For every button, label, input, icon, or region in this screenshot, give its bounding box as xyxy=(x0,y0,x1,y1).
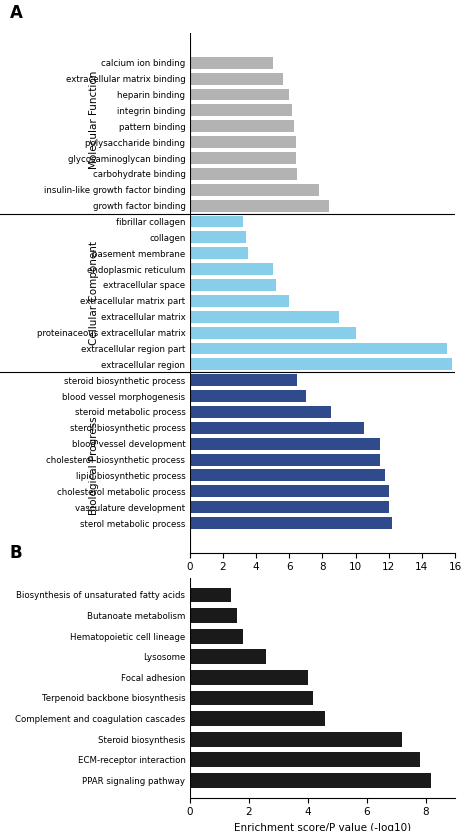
Bar xyxy=(190,773,431,788)
Bar xyxy=(190,358,452,371)
X-axis label: Enrichment score/P value (-log10): Enrichment score/P value (-log10) xyxy=(234,823,411,831)
Bar xyxy=(190,517,392,529)
Bar xyxy=(190,629,243,643)
Bar xyxy=(190,136,296,148)
Bar xyxy=(190,406,331,418)
Bar xyxy=(190,608,237,623)
Bar xyxy=(190,89,289,101)
Bar xyxy=(190,732,402,746)
Bar xyxy=(190,168,298,179)
Bar xyxy=(190,248,247,259)
Bar xyxy=(190,105,292,116)
Bar xyxy=(190,691,313,706)
Bar xyxy=(190,485,389,497)
Bar xyxy=(190,470,385,481)
Bar xyxy=(190,588,231,602)
Bar xyxy=(190,73,283,85)
Bar xyxy=(190,199,329,212)
Bar xyxy=(190,263,273,275)
Bar xyxy=(190,649,266,664)
Bar xyxy=(190,342,447,355)
Bar xyxy=(190,390,306,402)
Text: B: B xyxy=(9,544,22,563)
Bar xyxy=(190,670,308,685)
Bar xyxy=(190,295,289,307)
Bar xyxy=(190,422,364,434)
Bar xyxy=(190,752,419,767)
X-axis label: Enrichment score/Pvalue (-log10): Enrichment score/Pvalue (-log10) xyxy=(236,578,409,588)
Bar xyxy=(190,711,325,726)
Bar xyxy=(190,184,319,196)
Text: Molecular Function: Molecular Function xyxy=(89,71,99,169)
Bar xyxy=(190,57,273,69)
Text: A: A xyxy=(9,4,22,22)
Bar xyxy=(190,231,246,243)
Bar xyxy=(190,279,276,291)
Bar xyxy=(190,438,380,450)
Bar xyxy=(190,215,243,228)
Bar xyxy=(190,120,294,132)
Text: Biological Progress: Biological Progress xyxy=(89,416,99,515)
Bar xyxy=(190,374,298,386)
Bar xyxy=(190,501,389,513)
Text: Cellular Component: Cellular Component xyxy=(89,241,99,345)
Bar xyxy=(190,454,380,465)
Bar xyxy=(190,152,296,164)
Bar xyxy=(190,311,339,322)
Bar xyxy=(190,327,356,338)
